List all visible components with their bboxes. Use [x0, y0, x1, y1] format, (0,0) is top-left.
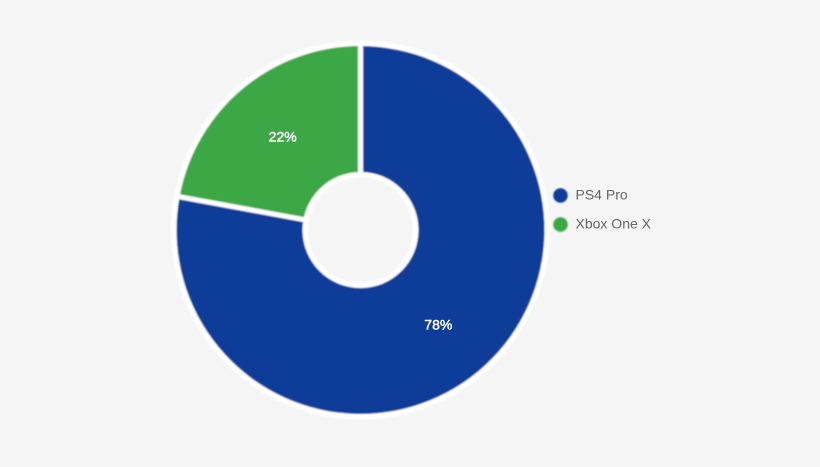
svg-text:78%: 78%	[424, 317, 452, 333]
svg-text:Xbox One X: Xbox One X	[576, 216, 652, 232]
svg-text:PS4 Pro: PS4 Pro	[576, 187, 628, 203]
svg-text:22%: 22%	[269, 129, 297, 145]
